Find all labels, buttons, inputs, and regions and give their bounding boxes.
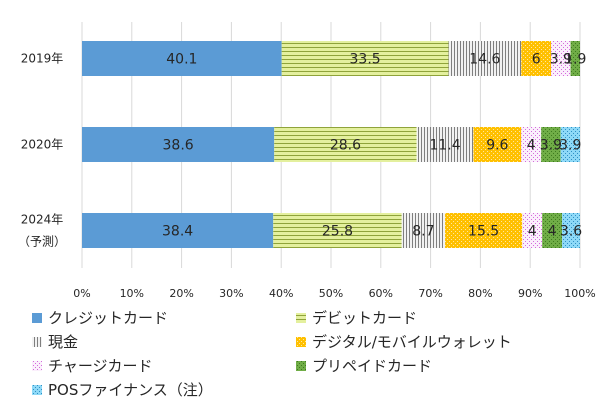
data-labels: 40.1 33.5 14.6 6 3.91.938.6 28.6 11.4 9.6 4 3.93.… (162, 52, 586, 240)
bar-segment (82, 213, 274, 248)
y-category-label: （予測） (18, 235, 66, 249)
x-axis: 0% 10% 20% 30% 40% 50% 60% 70% 80% 90% 100% (73, 287, 595, 300)
bar-segment (521, 41, 552, 76)
bar-segment (281, 41, 449, 76)
bar-segment (416, 127, 474, 162)
data-label: 3.9 (540, 138, 562, 154)
data-label: 3.9 (550, 52, 572, 68)
legend-swatch (296, 361, 306, 371)
legend-swatch (32, 337, 42, 347)
data-label: 15.5 (468, 224, 499, 240)
legend-swatch (296, 337, 306, 347)
x-tick-label: 10% (120, 287, 144, 300)
data-label: 1.9 (564, 52, 586, 68)
bar-segment (522, 213, 543, 248)
data-label: 28.6 (330, 138, 361, 154)
x-tick-label: 40% (269, 287, 293, 300)
data-label: 4 (548, 224, 557, 240)
x-tick-label: 50% (319, 287, 343, 300)
data-label: 9.6 (486, 138, 508, 154)
x-tick-label: 60% (369, 287, 393, 300)
bar-segment (82, 127, 275, 162)
legend-label: プリペイドカード (312, 357, 432, 375)
x-tick-label: 80% (468, 287, 492, 300)
x-tick-label: 0% (73, 287, 90, 300)
data-label: 25.8 (322, 224, 353, 240)
legend-label: デビットカード (312, 309, 417, 327)
data-label: 8.7 (412, 224, 434, 240)
legend-label: POSファイナンス（注） (48, 381, 213, 399)
y-category-label: 2024年 (21, 213, 64, 227)
bar-segment (541, 127, 561, 162)
x-tick-label: 100% (564, 287, 595, 300)
bar-segment (562, 213, 580, 248)
data-label: 40.1 (166, 52, 197, 68)
legend-swatch (296, 313, 306, 323)
bar-segment (473, 127, 522, 162)
bar-segment (570, 41, 580, 76)
y-category-label: 2020年 (21, 138, 64, 152)
bar-segment (542, 213, 563, 248)
x-tick-label: 90% (518, 287, 542, 300)
bar-segment (273, 213, 402, 248)
legend-label: 現金 (48, 333, 78, 351)
bar-segment (521, 127, 542, 162)
legend-label: チャージカード (48, 357, 153, 375)
legend-swatch (32, 385, 42, 395)
data-label: 38.4 (162, 224, 193, 240)
bar-segment (274, 127, 417, 162)
y-category-label: 2019年 (21, 52, 64, 66)
data-label: 11.4 (429, 138, 460, 154)
bar-segment (445, 213, 523, 248)
x-tick-label: 30% (219, 287, 243, 300)
legend-label: デジタル/モバイルウォレット (312, 333, 512, 351)
bar-segment (560, 127, 580, 162)
data-label: 33.5 (350, 52, 381, 68)
bar-segment (401, 213, 446, 248)
data-label: 14.6 (469, 52, 500, 68)
y-axis: 2019年 2020年 2024年 （予測） (18, 52, 66, 249)
legend-label: クレジットカード (48, 309, 168, 327)
x-tick-label: 20% (169, 287, 193, 300)
data-label: 4 (528, 224, 537, 240)
legend-swatch (32, 313, 42, 323)
bar-segment (448, 41, 522, 76)
bar-segment (82, 41, 282, 76)
bars (82, 41, 580, 248)
data-label: 3.6 (560, 224, 582, 240)
data-label: 38.6 (163, 138, 194, 154)
data-label: 6 (532, 52, 541, 68)
data-label: 4 (527, 138, 536, 154)
x-tick-label: 70% (418, 287, 442, 300)
data-label: 3.9 (559, 138, 581, 154)
bar-segment (551, 41, 571, 76)
legend-swatch (32, 361, 42, 371)
